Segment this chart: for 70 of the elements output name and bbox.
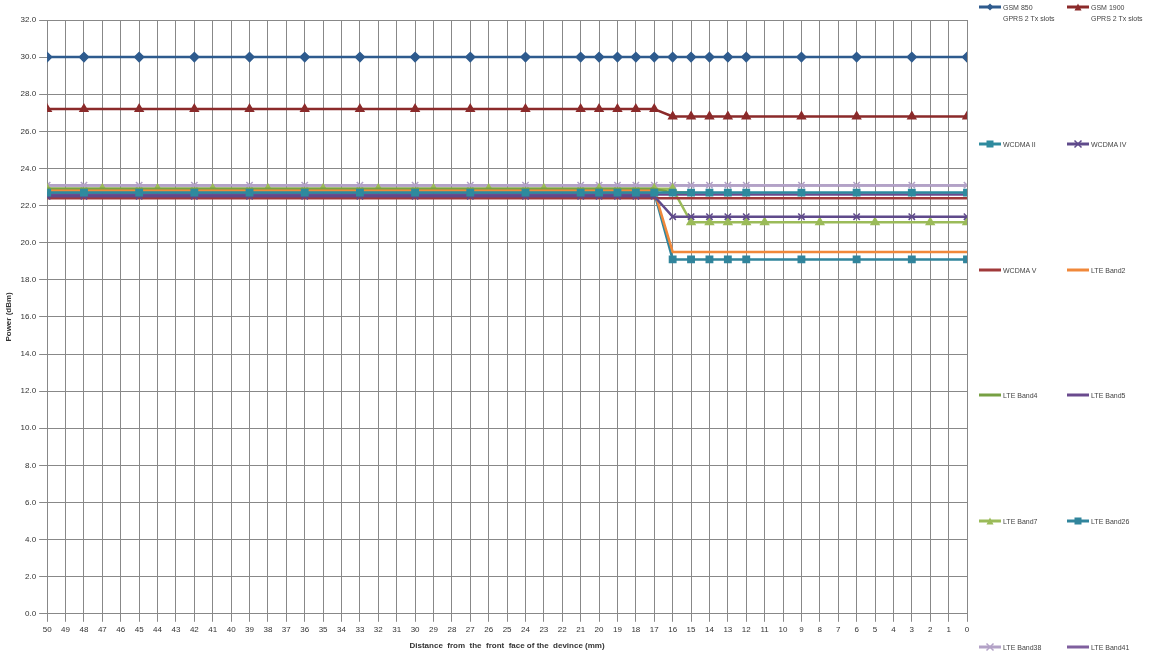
y-tick-label: 22.0 [20, 200, 37, 210]
x-tick-label: 49 [61, 624, 71, 634]
x-tick-label: 26 [484, 624, 494, 634]
y-axis-title: Power (dBm) [4, 291, 13, 342]
y-tick-label: 4.0 [25, 534, 37, 544]
x-tick-label: 21 [576, 624, 586, 634]
x-tick-label: 28 [447, 624, 457, 634]
x-tick-label: 9 [799, 624, 805, 634]
y-tick-label: 14.0 [20, 349, 37, 359]
x-tick-label: 1 [946, 624, 952, 634]
y-tick-label: 12.0 [20, 386, 37, 396]
x-tick-label: 43 [171, 624, 181, 634]
x-tick-label: 17 [649, 624, 660, 634]
x-tick-label: 23 [539, 624, 549, 634]
x-tick-label: 34 [337, 624, 347, 634]
x-tick-label: 15 [686, 624, 697, 634]
y-tick-label: 16.0 [20, 312, 37, 322]
x-tick-label: 25 [502, 624, 513, 634]
x-tick-label: 20 [594, 624, 605, 634]
x-tick-label: 35 [318, 624, 329, 634]
x-tick-label: 37 [281, 624, 292, 634]
x-tick-label: 2 [927, 624, 933, 634]
x-tick-label: 5 [872, 624, 878, 634]
y-tick-label: 20.0 [20, 237, 37, 247]
x-tick-label: 48 [79, 624, 89, 634]
x-tick-label: 14 [704, 624, 715, 634]
x-tick-label: 3 [909, 624, 915, 634]
x-tick-label: 50 [42, 624, 53, 634]
x-tick-label: 10 [778, 624, 789, 634]
x-tick-label: 45 [134, 624, 145, 634]
x-tick-label: 18 [631, 624, 641, 634]
x-tick-label: 41 [208, 624, 218, 634]
y-tick-label: 30.0 [20, 52, 37, 62]
x-tick-label: 29 [429, 624, 439, 634]
y-tick-label: 28.0 [20, 89, 37, 99]
y-tick-label: 26.0 [20, 126, 37, 136]
x-tick-label: 19 [613, 624, 623, 634]
x-tick-label: 36 [300, 624, 310, 634]
x-tick-label: 42 [189, 624, 200, 634]
x-tick-label: 11 [760, 624, 770, 634]
x-tick-label: 24 [521, 624, 531, 634]
x-tick-label: 40 [226, 624, 237, 634]
x-tick-label: 33 [355, 624, 365, 634]
x-axis-title: Distance from the front face of the devince (mm) [409, 641, 605, 651]
y-tick-label: 24.0 [20, 163, 37, 173]
y-tick-label: 6.0 [25, 497, 37, 507]
x-tick-label: 39 [245, 624, 255, 634]
y-tick-label: 32.0 [20, 15, 37, 25]
x-tick-label: 13 [723, 624, 733, 634]
y-tick-label: 2.0 [25, 571, 37, 581]
x-tick-label: 47 [97, 624, 108, 634]
x-tick-label: 31 [392, 624, 402, 634]
x-tick-label: 30 [410, 624, 421, 634]
x-tick-label: 4 [891, 624, 897, 634]
x-tick-label: 6 [854, 624, 860, 634]
y-tick-label: 18.0 [20, 274, 37, 284]
x-tick-label: 38 [263, 624, 273, 634]
y-tick-label: 8.0 [25, 460, 37, 470]
x-tick-label: 16 [668, 624, 678, 634]
x-tick-label: 32 [373, 624, 384, 634]
x-tick-label: 12 [741, 624, 752, 634]
x-tick-label: 44 [153, 624, 163, 634]
y-tick-label: 10.0 [20, 423, 37, 433]
x-tick-label: 22 [557, 624, 568, 634]
y-tick-label: 0.0 [25, 609, 37, 618]
x-tick-label: 46 [116, 624, 126, 634]
x-tick-label: 8 [817, 624, 823, 634]
x-tick-label: 7 [836, 624, 841, 634]
x-tick-label: 27 [465, 624, 476, 634]
x-tick-label: 0 [964, 624, 970, 634]
